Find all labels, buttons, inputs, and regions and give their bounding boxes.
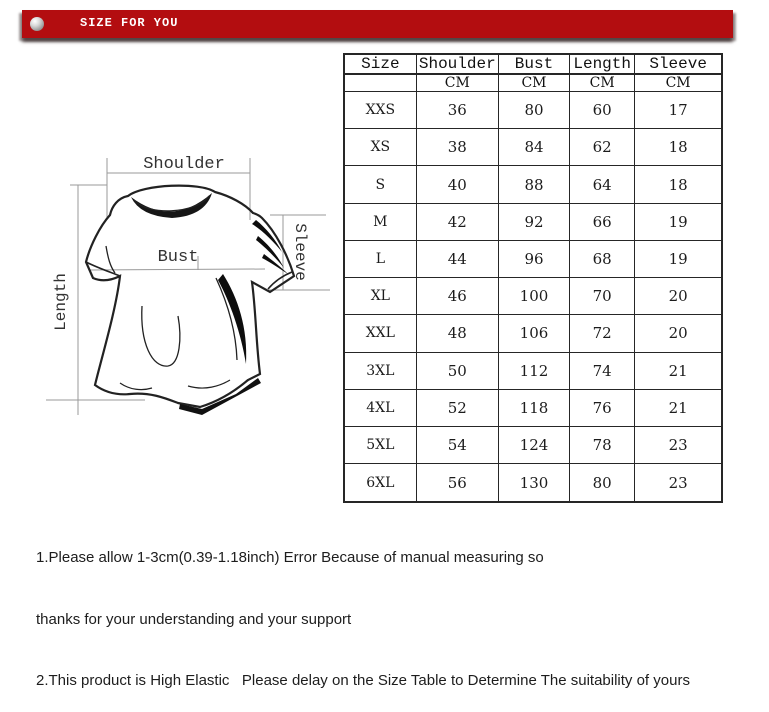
value-cell: 68 bbox=[569, 239, 636, 279]
measurement-lines bbox=[46, 158, 330, 415]
value-cell: 19 bbox=[634, 202, 723, 241]
size-cell: 6XL bbox=[343, 463, 417, 503]
table-row: 4XL 52 118 76 21 bbox=[343, 388, 723, 427]
value-cell: 21 bbox=[634, 388, 723, 427]
value-cell: 52 bbox=[415, 388, 499, 427]
value-cell: 21 bbox=[634, 351, 723, 390]
table-row: S 40 88 64 18 bbox=[343, 165, 723, 204]
size-table-section: Size Shoulder Bust Length Sleeve CM CM C… bbox=[343, 53, 723, 503]
note-line: 2.This product is High Elastic Please de… bbox=[36, 672, 690, 689]
size-cell: XXS bbox=[343, 90, 417, 130]
value-cell: 96 bbox=[497, 239, 571, 279]
grommet-dot-icon bbox=[30, 17, 44, 31]
value-cell: 18 bbox=[634, 128, 723, 167]
table-row: M 42 92 66 19 bbox=[343, 202, 723, 241]
value-cell: 118 bbox=[497, 388, 571, 427]
size-table: Size Shoulder Bust Length Sleeve CM CM C… bbox=[343, 53, 723, 503]
value-cell: 100 bbox=[497, 277, 571, 316]
unit-cell: CM bbox=[415, 73, 499, 92]
tshirt-measure-diagram: Shoulder Bust Sleeve Length bbox=[30, 128, 340, 428]
tshirt-drawing: Shoulder Bust Sleeve Length bbox=[46, 155, 330, 415]
measuring-notes: 1.Please allow 1-3cm(0.39-1.18inch) Erro… bbox=[36, 507, 746, 712]
value-cell: 76 bbox=[569, 388, 636, 427]
value-cell: 74 bbox=[569, 351, 636, 390]
col-header-bust: Bust bbox=[497, 53, 571, 75]
tshirt-outline bbox=[84, 184, 296, 415]
unit-row: CM CM CM CM bbox=[343, 73, 723, 92]
value-cell: 92 bbox=[497, 202, 571, 241]
value-cell: 20 bbox=[634, 314, 723, 353]
value-cell: 88 bbox=[497, 165, 571, 204]
size-table-body: XXS 36 80 60 17 XS 38 84 62 18 S 40 88 64 18 M 42 92 66 19 L… bbox=[343, 90, 723, 503]
value-cell: 20 bbox=[634, 277, 723, 316]
value-cell: 18 bbox=[634, 165, 723, 204]
value-cell: 23 bbox=[634, 425, 723, 465]
value-cell: 56 bbox=[415, 463, 499, 503]
value-cell: 17 bbox=[634, 90, 723, 130]
bust-label: Bust bbox=[158, 248, 199, 267]
table-row: 6XL 56 130 80 23 bbox=[343, 463, 723, 503]
size-cell: XL bbox=[343, 277, 417, 316]
size-chart-page: { "header": { "title": "SIZE FOR YOU", "… bbox=[22, 10, 733, 689]
value-cell: 36 bbox=[415, 90, 499, 130]
size-cell: S bbox=[343, 165, 417, 204]
value-cell: 124 bbox=[497, 425, 571, 465]
value-cell: 42 bbox=[415, 202, 499, 241]
value-cell: 46 bbox=[415, 277, 499, 316]
size-cell: 5XL bbox=[343, 425, 417, 465]
unit-cell bbox=[343, 73, 417, 92]
value-cell: 62 bbox=[569, 128, 636, 167]
col-header-sleeve: Sleeve bbox=[634, 53, 723, 75]
value-cell: 66 bbox=[569, 202, 636, 241]
page-title: SIZE FOR YOU bbox=[80, 16, 179, 30]
table-row: XS 38 84 62 18 bbox=[343, 128, 723, 167]
unit-cell: CM bbox=[569, 73, 636, 92]
value-cell: 78 bbox=[569, 425, 636, 465]
size-cell: 4XL bbox=[343, 388, 417, 427]
table-header-row: Size Shoulder Bust Length Sleeve bbox=[343, 53, 723, 75]
value-cell: 54 bbox=[415, 425, 499, 465]
sleeve-label: Sleeve bbox=[291, 223, 309, 281]
col-header-length: Length bbox=[569, 53, 636, 75]
table-row: XXL 48 106 72 20 bbox=[343, 314, 723, 353]
value-cell: 80 bbox=[497, 90, 571, 130]
sleeve-shading bbox=[252, 220, 288, 274]
unit-cell: CM bbox=[497, 73, 571, 92]
value-cell: 112 bbox=[497, 351, 571, 390]
value-cell: 80 bbox=[569, 463, 636, 503]
value-cell: 64 bbox=[569, 165, 636, 204]
note-line: thanks for your understanding and your s… bbox=[36, 610, 352, 628]
value-cell: 72 bbox=[569, 314, 636, 353]
value-cell: 106 bbox=[497, 314, 571, 353]
table-row: 5XL 54 124 78 23 bbox=[343, 425, 723, 465]
col-header-size: Size bbox=[343, 53, 417, 75]
value-cell: 130 bbox=[497, 463, 571, 503]
shoulder-label: Shoulder bbox=[143, 155, 225, 174]
value-cell: 40 bbox=[415, 165, 499, 204]
unit-cell: CM bbox=[634, 73, 723, 92]
title-ribbon: SIZE FOR YOU bbox=[22, 10, 733, 38]
note-line: 1.Please allow 1-3cm(0.39-1.18inch) Erro… bbox=[36, 549, 544, 566]
col-header-shoulder: Shoulder bbox=[415, 53, 499, 75]
value-cell: 60 bbox=[569, 90, 636, 130]
table-row: XL 46 100 70 20 bbox=[343, 277, 723, 316]
value-cell: 19 bbox=[634, 239, 723, 279]
value-cell: 50 bbox=[415, 351, 499, 390]
table-row: L 44 96 68 19 bbox=[343, 239, 723, 279]
value-cell: 44 bbox=[415, 239, 499, 279]
size-cell: XXL bbox=[343, 314, 417, 353]
size-cell: M bbox=[343, 202, 417, 241]
value-cell: 70 bbox=[569, 277, 636, 316]
length-label: Length bbox=[52, 273, 70, 331]
size-cell: XS bbox=[343, 128, 417, 167]
value-cell: 38 bbox=[415, 128, 499, 167]
value-cell: 23 bbox=[634, 463, 723, 503]
size-cell: 3XL bbox=[343, 351, 417, 390]
value-cell: 48 bbox=[415, 314, 499, 353]
size-cell: L bbox=[343, 239, 417, 279]
value-cell: 84 bbox=[497, 128, 571, 167]
table-row: 3XL 50 112 74 21 bbox=[343, 351, 723, 390]
table-row: XXS 36 80 60 17 bbox=[343, 90, 723, 130]
